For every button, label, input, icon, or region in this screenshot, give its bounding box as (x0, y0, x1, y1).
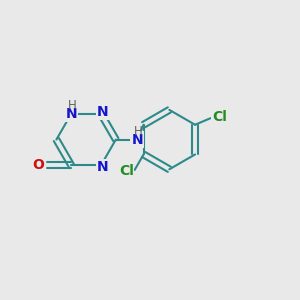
Text: Cl: Cl (212, 110, 227, 124)
Text: N: N (97, 105, 108, 119)
Text: N: N (65, 107, 77, 121)
Text: O: O (33, 158, 44, 172)
Text: Cl: Cl (119, 164, 134, 178)
Text: H: H (68, 99, 77, 112)
Text: H: H (134, 125, 142, 138)
Text: N: N (97, 160, 108, 174)
Text: N: N (131, 133, 143, 147)
